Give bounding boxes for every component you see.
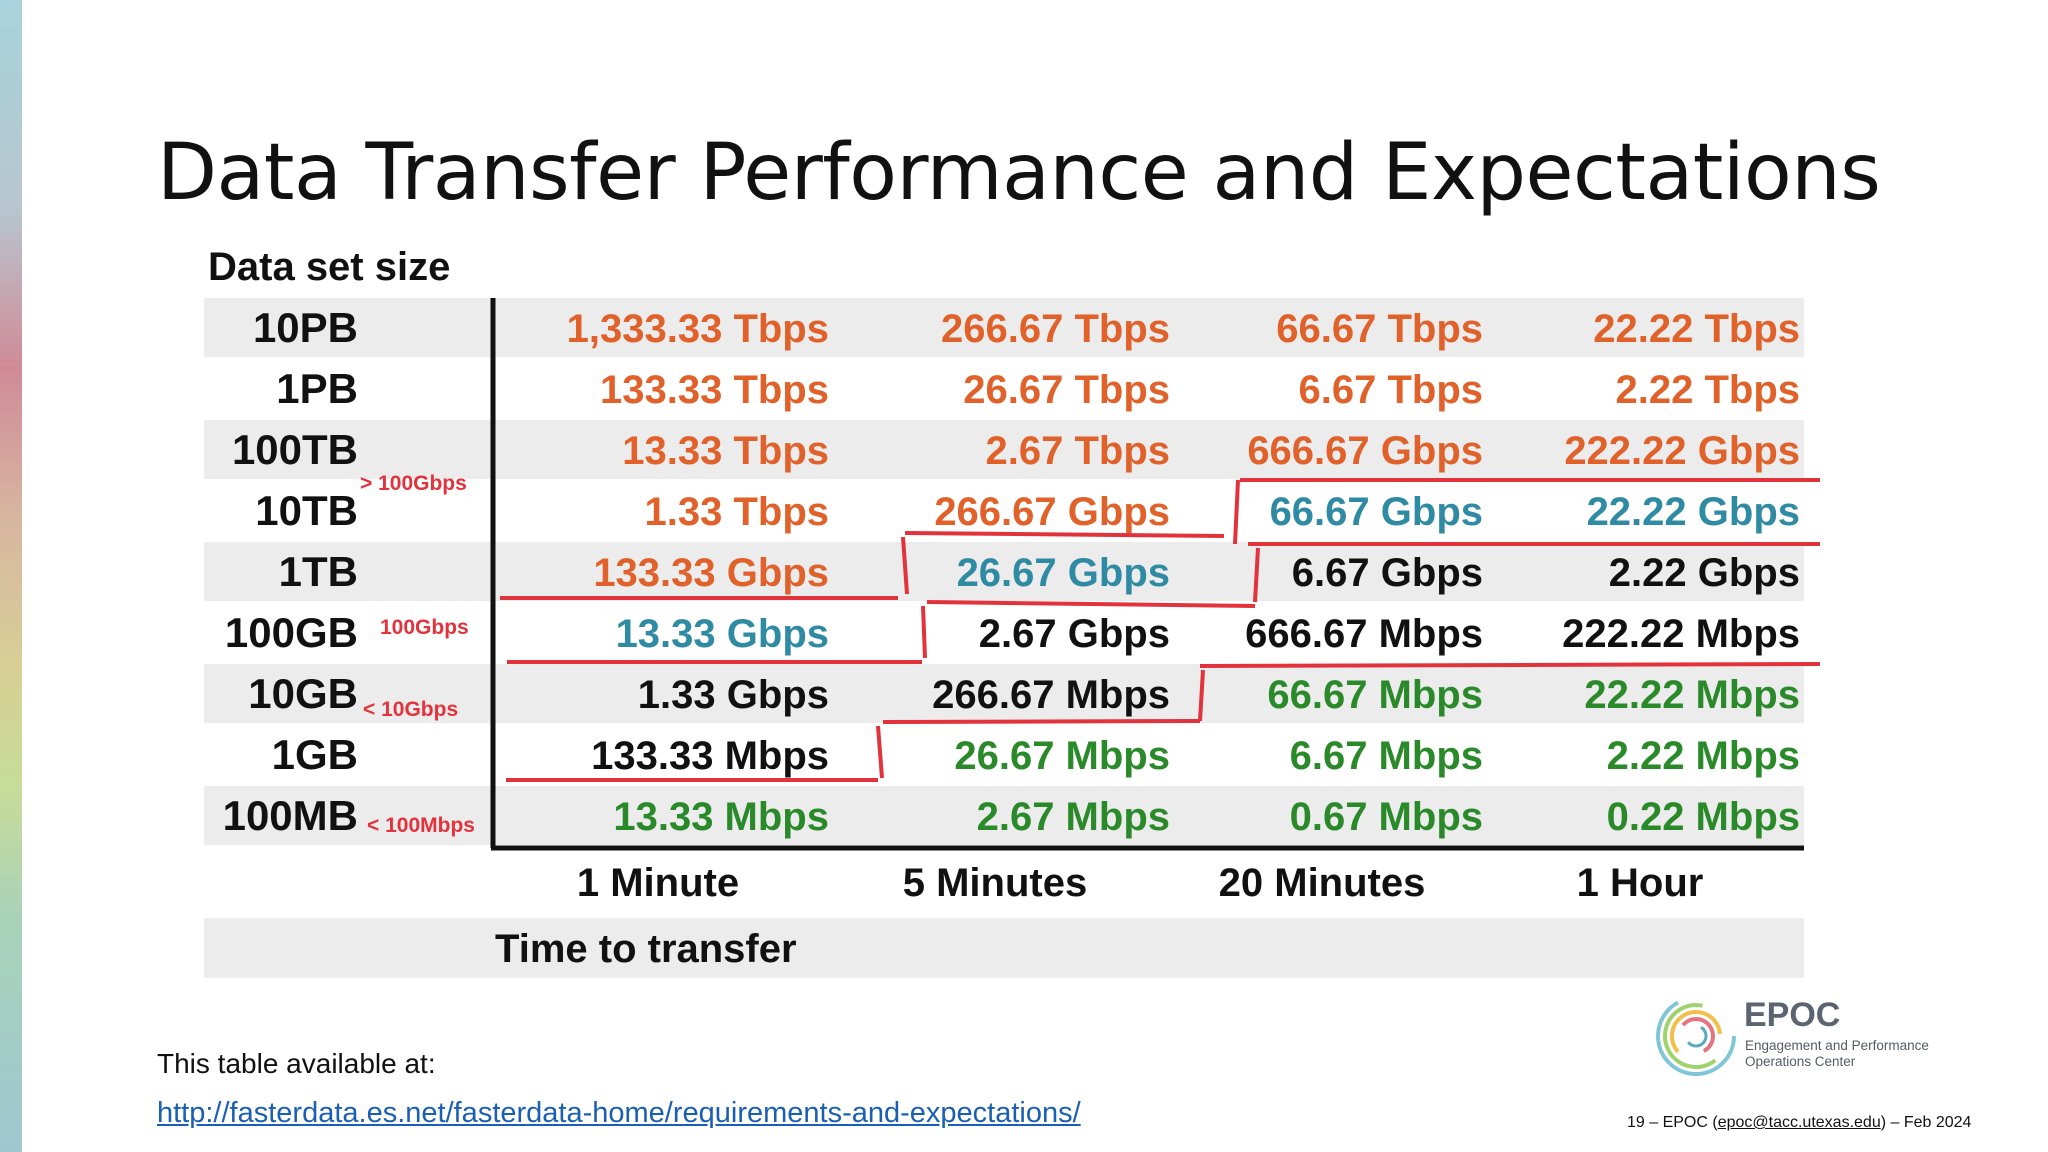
rate-cell: 66.67 Gbps: [1270, 490, 1483, 534]
rate-cell: 0.22 Mbps: [1607, 795, 1800, 839]
tier-label: < 10Gbps: [363, 698, 458, 721]
footer-suffix: ) – Feb 2024: [1880, 1114, 1972, 1131]
rate-cell: 222.22 Gbps: [1564, 429, 1800, 473]
rate-cell: 26.67 Mbps: [954, 734, 1170, 778]
rate-cell: 13.33 Tbps: [622, 429, 829, 473]
row-stripe: [204, 664, 1804, 723]
rate-cell: 1,333.33 Tbps: [567, 307, 829, 351]
transfer-table: Data set size 10PB 1,333.33 Tbps 266.67 Tbp…: [200, 226, 1860, 1008]
slide-title: Data Transfer Performance and Expectatio…: [157, 128, 1881, 218]
time-column-label: 1 Minute: [577, 861, 739, 905]
tier-boundary-line: [1198, 669, 1205, 722]
slide-footer: 19 – EPOC (epoc@tacc.utexas.edu) – Feb 2…: [1627, 1114, 1971, 1132]
footer-email[interactable]: epoc@tacc.utexas.edu: [1717, 1114, 1881, 1131]
rate-cell: 1.33 Gbps: [638, 673, 829, 717]
size-label: 1TB: [279, 548, 358, 595]
rate-cell: 13.33 Mbps: [613, 795, 829, 839]
row-stripe: [204, 420, 1804, 479]
footer-stripe: [204, 918, 1804, 978]
rate-cell: 133.33 Gbps: [593, 551, 829, 595]
table-source-note: This table available at:: [157, 1048, 436, 1079]
size-label: 10GB: [248, 670, 358, 717]
rate-cell: 66.67 Mbps: [1267, 673, 1483, 717]
rate-cell: 66.67 Tbps: [1276, 307, 1483, 351]
row-stripe: [204, 298, 1804, 357]
size-label: 1PB: [276, 365, 358, 412]
tier-boundary-line: [926, 600, 1256, 608]
rate-cell: 22.22 Mbps: [1584, 673, 1800, 717]
time-column-label: 20 Minutes: [1219, 861, 1426, 905]
tier-label: 100Gbps: [380, 616, 469, 639]
rate-cell: 0.67 Mbps: [1290, 795, 1483, 839]
rate-cell: 666.67 Mbps: [1245, 612, 1483, 656]
rate-cell: 6.67 Tbps: [1298, 368, 1483, 412]
rate-cell: 133.33 Mbps: [591, 734, 829, 778]
row-axis-header: Data set size: [208, 245, 450, 289]
tier-boundary-line: [1253, 547, 1260, 603]
rate-cell: 133.33 Tbps: [600, 368, 829, 412]
size-label: 1GB: [272, 731, 358, 778]
tier-boundary-line: [876, 725, 884, 779]
row-stripe: [204, 542, 1804, 601]
rate-cell: 2.22 Mbps: [1607, 734, 1800, 778]
tier-boundary-line: [921, 605, 927, 659]
size-label: 100MB: [223, 792, 358, 839]
rate-cell: 6.67 Gbps: [1292, 551, 1483, 595]
size-label: 100TB: [232, 426, 358, 473]
time-column-label: 1 Hour: [1577, 861, 1704, 905]
epoc-logo: EPOC Engagement and Performance Operatio…: [1652, 990, 1929, 1082]
epoc-swirl-icon: [1656, 996, 1736, 1076]
tier-boundary-line: [904, 531, 1225, 538]
time-axis-header: Time to transfer: [495, 927, 797, 971]
tier-boundary-line: [1199, 662, 1821, 668]
decorative-side-bar: [0, 0, 22, 1152]
size-label: 100GB: [225, 609, 358, 656]
logo-tagline: Engagement and Performance Operations Ce…: [1745, 1038, 1929, 1069]
rate-cell: 2.22 Tbps: [1615, 368, 1800, 412]
rate-cell: 266.67 Mbps: [932, 673, 1170, 717]
size-label: 10TB: [255, 487, 358, 534]
tier-label: < 100Mbps: [367, 814, 475, 837]
size-label: 10PB: [253, 304, 358, 351]
time-column-label: 5 Minutes: [903, 861, 1087, 905]
tier-boundary-line: [901, 536, 909, 595]
rate-cell: 222.22 Mbps: [1562, 612, 1800, 656]
row-stripe: [204, 786, 1804, 845]
footer-prefix: 19 – EPOC (: [1627, 1114, 1718, 1131]
rate-cell: 1.33 Tbps: [644, 490, 829, 534]
rate-cell: 6.67 Mbps: [1290, 734, 1483, 778]
rate-cell: 26.67 Tbps: [963, 368, 1170, 412]
transfer-table-graphic: Data set size 10PB 1,333.33 Tbps 266.67 Tbp…: [204, 245, 1821, 978]
logo-name: EPOC: [1744, 996, 1841, 1034]
tier-boundary-line: [1233, 479, 1240, 545]
rate-cell: 2.22 Gbps: [1609, 551, 1800, 595]
rate-cell: 266.67 Gbps: [934, 490, 1170, 534]
tier-boundary-line: [882, 719, 1201, 724]
rate-cell: 22.22 Gbps: [1587, 490, 1800, 534]
rate-cell: 2.67 Gbps: [979, 612, 1170, 656]
rate-cell: 13.33 Gbps: [616, 612, 829, 656]
table-source-link[interactable]: http://fasterdata.es.net/fasterdata-home…: [157, 1097, 1081, 1129]
rate-cell: 2.67 Mbps: [977, 795, 1170, 839]
rate-cell: 22.22 Tbps: [1593, 307, 1800, 351]
rate-cell: 26.67 Gbps: [957, 551, 1170, 595]
tier-label: > 100Gbps: [360, 472, 467, 495]
rate-cell: 666.67 Gbps: [1247, 429, 1483, 473]
rate-cell: 2.67 Tbps: [985, 429, 1170, 473]
rate-cell: 266.67 Tbps: [941, 307, 1170, 351]
